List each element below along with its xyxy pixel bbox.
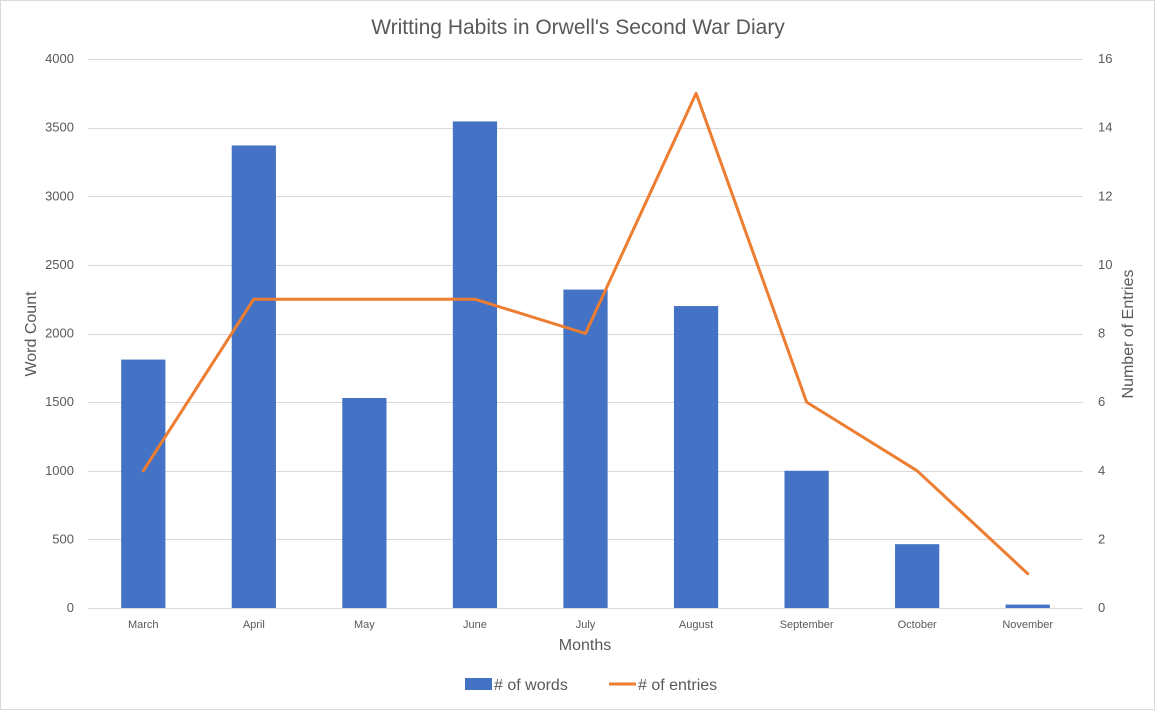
y2-tick-label: 8 xyxy=(1098,326,1105,341)
y-tick-label: 2500 xyxy=(45,257,74,272)
y2-tick-label: 14 xyxy=(1098,120,1112,135)
y2-tick-label: 0 xyxy=(1098,600,1105,615)
x-tick-label: November xyxy=(1002,619,1053,631)
y-tick-label: 3000 xyxy=(45,188,74,203)
bar xyxy=(784,470,829,608)
y-tick-label: 3500 xyxy=(45,120,74,135)
x-axis-title: Months xyxy=(559,637,611,654)
x-tick-label: July xyxy=(576,619,596,631)
x-axis-ticks: March April May June July August September Octo… xyxy=(128,619,1053,631)
x-tick-label: August xyxy=(679,619,713,631)
bar xyxy=(121,359,166,608)
y-tick-label: 0 xyxy=(67,600,74,615)
y2-tick-label: 10 xyxy=(1098,257,1112,272)
y-tick-label: 4000 xyxy=(45,51,74,66)
y-tick-label: 500 xyxy=(52,531,74,546)
y2-tick-label: 6 xyxy=(1098,394,1105,409)
y2-axis-title: Number of Entries xyxy=(1120,270,1137,399)
legend-swatch-words xyxy=(465,678,492,690)
y-tick-label: 1000 xyxy=(45,463,74,478)
y2-tick-label: 4 xyxy=(1098,463,1105,478)
y-tick-label: 1500 xyxy=(45,394,74,409)
legend-label-words: # of words xyxy=(494,677,568,694)
x-tick-label: June xyxy=(463,619,487,631)
y2-tick-label: 16 xyxy=(1098,51,1112,66)
bar xyxy=(1005,604,1050,608)
y-axis-ticks: 0 500 1000 1500 2000 2500 3000 3500 4000 xyxy=(45,51,74,615)
y2-axis-ticks: 0 2 4 6 8 10 12 14 16 xyxy=(1098,51,1112,615)
x-tick-label: April xyxy=(243,619,265,631)
legend-label-entries: # of entries xyxy=(638,677,717,694)
bar xyxy=(673,306,719,608)
bar xyxy=(342,398,387,608)
y2-tick-label: 2 xyxy=(1098,531,1105,546)
line-series xyxy=(141,91,1030,576)
y2-tick-label: 12 xyxy=(1098,188,1112,203)
bar xyxy=(452,121,498,608)
chart-title: Writting Habits in Orwell's Second War D… xyxy=(371,16,785,39)
x-tick-label: September xyxy=(780,619,834,631)
x-tick-label: May xyxy=(354,619,375,631)
legend: # of words # of entries xyxy=(465,677,717,694)
bar xyxy=(895,544,940,608)
series-line xyxy=(141,91,1030,576)
bar-series xyxy=(121,121,1050,608)
y-axis-title: Word Count xyxy=(23,291,40,377)
x-tick-label: March xyxy=(128,619,159,631)
x-tick-label: October xyxy=(898,619,937,631)
bar xyxy=(563,289,608,608)
y-tick-label: 2000 xyxy=(45,326,74,341)
bar xyxy=(231,145,276,608)
